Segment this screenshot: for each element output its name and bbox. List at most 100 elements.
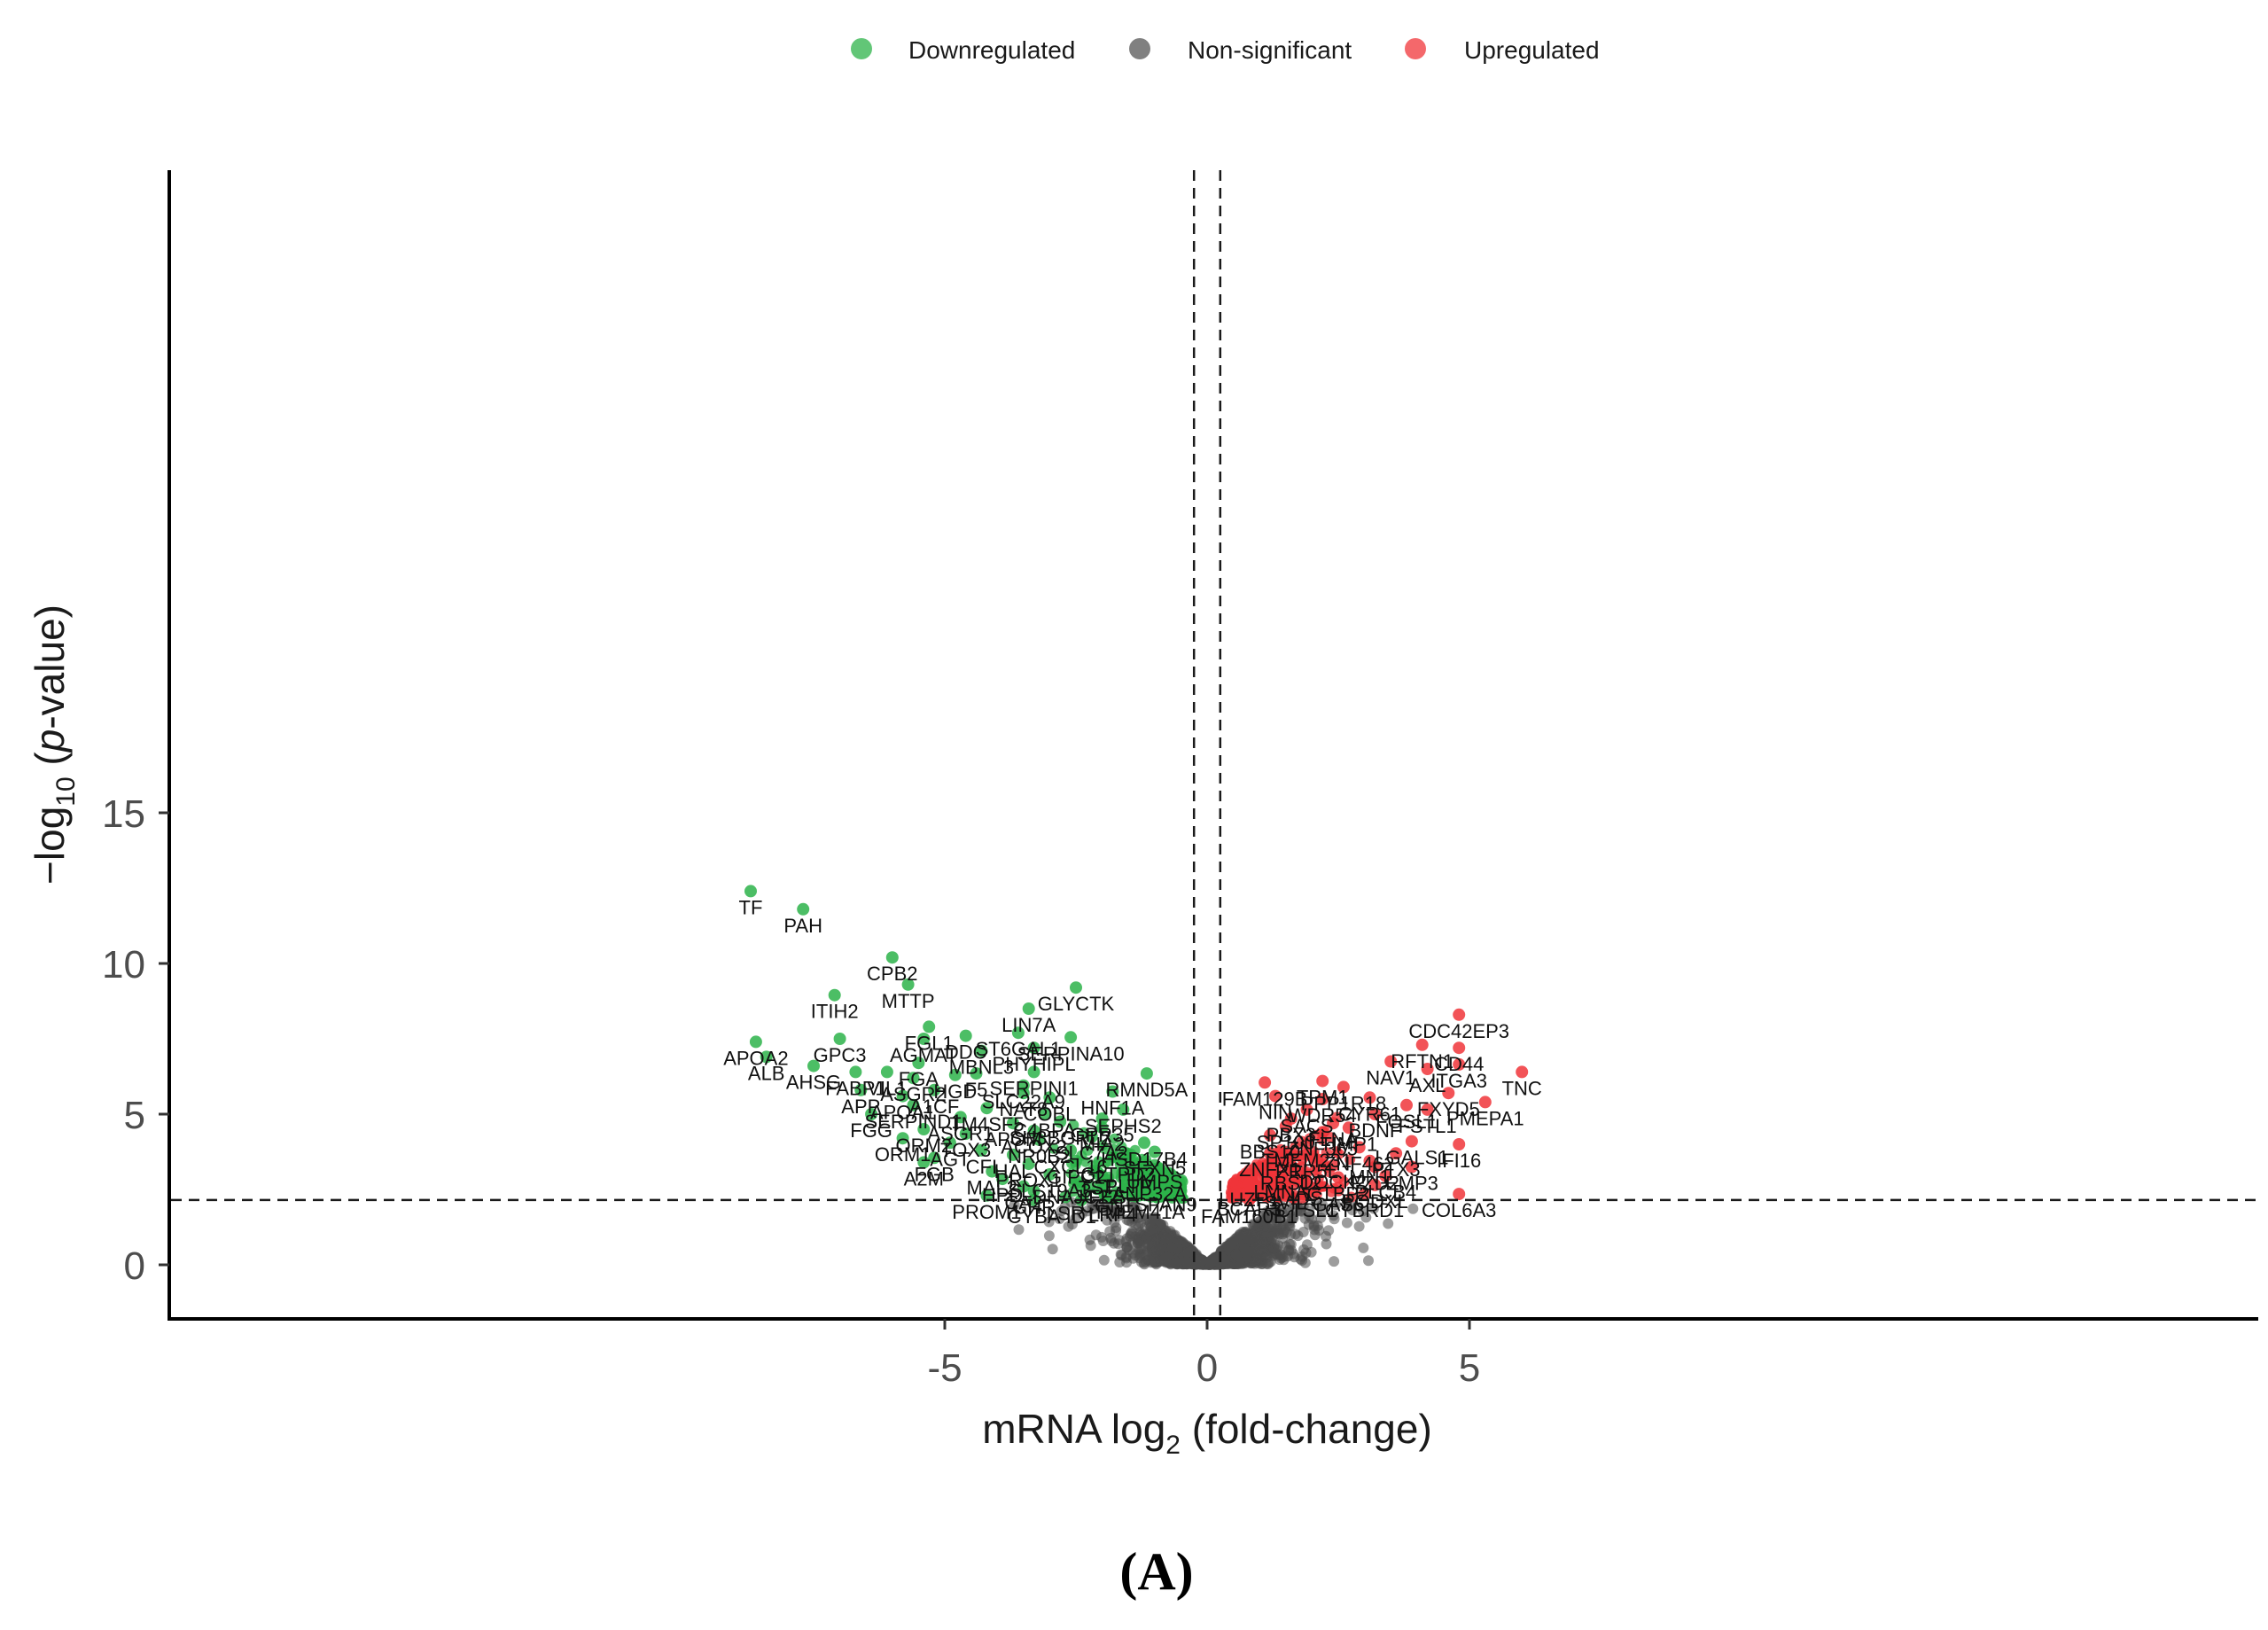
ns-point	[1407, 1203, 1419, 1214]
ns-point	[1241, 1252, 1252, 1262]
gene-label-cpb2: CPB2	[867, 963, 917, 985]
legend-swatch-downregulated	[851, 38, 872, 59]
ns-point	[1084, 1234, 1095, 1245]
up-point	[1228, 1176, 1239, 1188]
legend-swatch-upregulated	[1405, 38, 1426, 59]
gene-label-tnc: TNC	[1502, 1077, 1542, 1099]
ns-point	[1368, 1203, 1379, 1214]
significant-points	[744, 885, 1529, 1206]
ns-point	[1182, 1247, 1194, 1259]
panel-label: (A)	[1119, 1542, 1193, 1601]
ns-point	[1054, 1213, 1065, 1225]
ns-point	[1043, 1230, 1055, 1242]
ns-point	[1148, 1252, 1159, 1263]
ns-point	[1357, 1205, 1368, 1217]
y-tick-label: 10	[102, 943, 145, 987]
y-axis-ticks: 0 5 10 15	[102, 792, 169, 1288]
ns-point	[1283, 1244, 1295, 1256]
gene-label-axl: AXL	[1409, 1074, 1446, 1096]
ns-point	[1257, 1236, 1268, 1247]
ns-point	[1063, 1221, 1074, 1232]
gene-point-tf	[744, 885, 757, 898]
legend: Downregulated Non-significant Upregulate…	[851, 36, 1600, 64]
ns-point	[1301, 1239, 1313, 1251]
gene-label-fam160b1: FAM160B1	[1201, 1205, 1298, 1228]
gene-point-apoa2	[749, 1035, 762, 1049]
ns-point	[1363, 1255, 1374, 1267]
legend-swatch-non-significant	[1129, 38, 1150, 59]
x-tick-label: -5	[927, 1346, 962, 1390]
ns-point	[1127, 1213, 1139, 1224]
ns-point	[1358, 1242, 1369, 1253]
gene-label-nav1: NAV1	[1366, 1067, 1415, 1089]
ns-point	[1274, 1254, 1285, 1266]
ns-point	[1330, 1199, 1342, 1211]
ns-point	[1383, 1218, 1394, 1229]
ns-point	[1196, 1255, 1207, 1267]
ns-point	[1329, 1256, 1340, 1267]
x-axis-title: mRNA log2 (fold-change)	[982, 1406, 1432, 1460]
ns-point	[1166, 1242, 1178, 1253]
gene-point-rmnd5a	[1140, 1067, 1153, 1080]
ns-point	[1279, 1224, 1290, 1236]
ns-point	[1147, 1241, 1158, 1252]
ns-point	[1121, 1241, 1133, 1252]
gene-point-glyctk	[1070, 981, 1082, 994]
gene-point-lin7a	[1022, 1002, 1035, 1015]
ns-point	[1341, 1217, 1352, 1228]
ns-point	[1323, 1225, 1335, 1236]
ns-point	[1133, 1246, 1144, 1258]
ns-point	[1228, 1237, 1238, 1248]
ns-point	[1231, 1250, 1243, 1261]
ns-point	[1268, 1243, 1280, 1253]
y-axis-title: −log10 (p-value)	[27, 604, 81, 885]
ns-point	[1169, 1258, 1180, 1269]
ns-point	[1317, 1199, 1329, 1211]
gene-point-fgl1	[923, 1020, 936, 1033]
y-tick-label: 5	[124, 1094, 145, 1137]
ns-point	[1009, 1199, 1020, 1211]
axes	[168, 170, 2258, 1321]
gene-point-pmepa1	[1478, 1096, 1492, 1109]
ns-point	[1304, 1211, 1315, 1222]
ns-point	[1309, 1229, 1321, 1241]
gene-point-serpina10	[1064, 1031, 1078, 1044]
gene-point-tnc	[1516, 1065, 1529, 1079]
gene-label-mttp: MTTP	[882, 990, 935, 1012]
gene-point-ddc	[959, 1029, 972, 1042]
ns-point	[1290, 1228, 1301, 1240]
gene-label-cfi: CFI	[966, 1156, 997, 1178]
ns-point	[1298, 1227, 1309, 1237]
non-significant-points	[1009, 1197, 1419, 1270]
gene-label-agmat: AGMAT	[890, 1044, 958, 1066]
ns-point	[1210, 1255, 1220, 1267]
ns-point	[1047, 1244, 1058, 1255]
y-tick-label: 15	[102, 792, 145, 836]
x-tick-label: 5	[1459, 1346, 1480, 1390]
gene-point-cdc42ep3	[1453, 1008, 1466, 1021]
ns-point	[1077, 1208, 1087, 1220]
gene-label-id1: ID1	[1066, 1205, 1096, 1228]
gene-point-itih2	[828, 988, 841, 1002]
ns-point	[1043, 1216, 1055, 1228]
ns-point	[1160, 1232, 1172, 1244]
gene-label-a2m: A2M	[904, 1167, 944, 1189]
gene-label-cdc42ep3: CDC42EP3	[1408, 1020, 1509, 1042]
ns-point	[1297, 1251, 1308, 1262]
gene-label-mbnl3: MBNL3	[949, 1057, 1014, 1079]
ns-point	[1112, 1210, 1124, 1221]
ns-point	[1127, 1202, 1139, 1213]
gene-label-fgg: FGG	[850, 1119, 892, 1142]
ns-point	[1114, 1257, 1126, 1267]
ns-point	[1315, 1212, 1327, 1223]
gene-label-lin7a: LIN7A	[1002, 1014, 1056, 1036]
ns-point	[1098, 1254, 1110, 1266]
gene-label-gpc3: GPC3	[814, 1044, 867, 1066]
ns-point	[1353, 1221, 1365, 1232]
gene-label-ifi16: IFI16	[1437, 1150, 1481, 1172]
gene-point-fam129b	[1259, 1076, 1272, 1089]
gene-point-tpm1	[1316, 1074, 1329, 1088]
ns-point	[1148, 1214, 1159, 1226]
ns-point	[1296, 1205, 1307, 1217]
